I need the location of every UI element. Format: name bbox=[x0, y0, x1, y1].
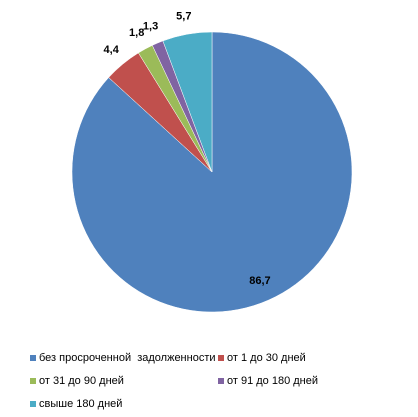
legend-label: от 31 до 90 дней bbox=[39, 375, 124, 387]
data-label: 1,8 bbox=[129, 27, 144, 39]
legend-label: без просроченной задолженности bbox=[39, 352, 216, 364]
legend-label: свыше 180 дней bbox=[39, 398, 122, 410]
legend-marker bbox=[30, 401, 36, 407]
data-label: 1,3 bbox=[143, 20, 158, 32]
data-label: 5,7 bbox=[176, 10, 191, 22]
legend-label: от 1 до 30 дней bbox=[227, 352, 306, 364]
data-label: 4,4 bbox=[104, 44, 120, 56]
legend-marker bbox=[30, 378, 36, 384]
data-label: 86,7 bbox=[249, 275, 270, 287]
legend-marker bbox=[218, 378, 224, 384]
legend-marker bbox=[30, 355, 36, 361]
pie-slice bbox=[162, 31, 213, 173]
legend-label: от 91 до 180 дней bbox=[227, 375, 318, 387]
legend-marker bbox=[218, 355, 224, 361]
